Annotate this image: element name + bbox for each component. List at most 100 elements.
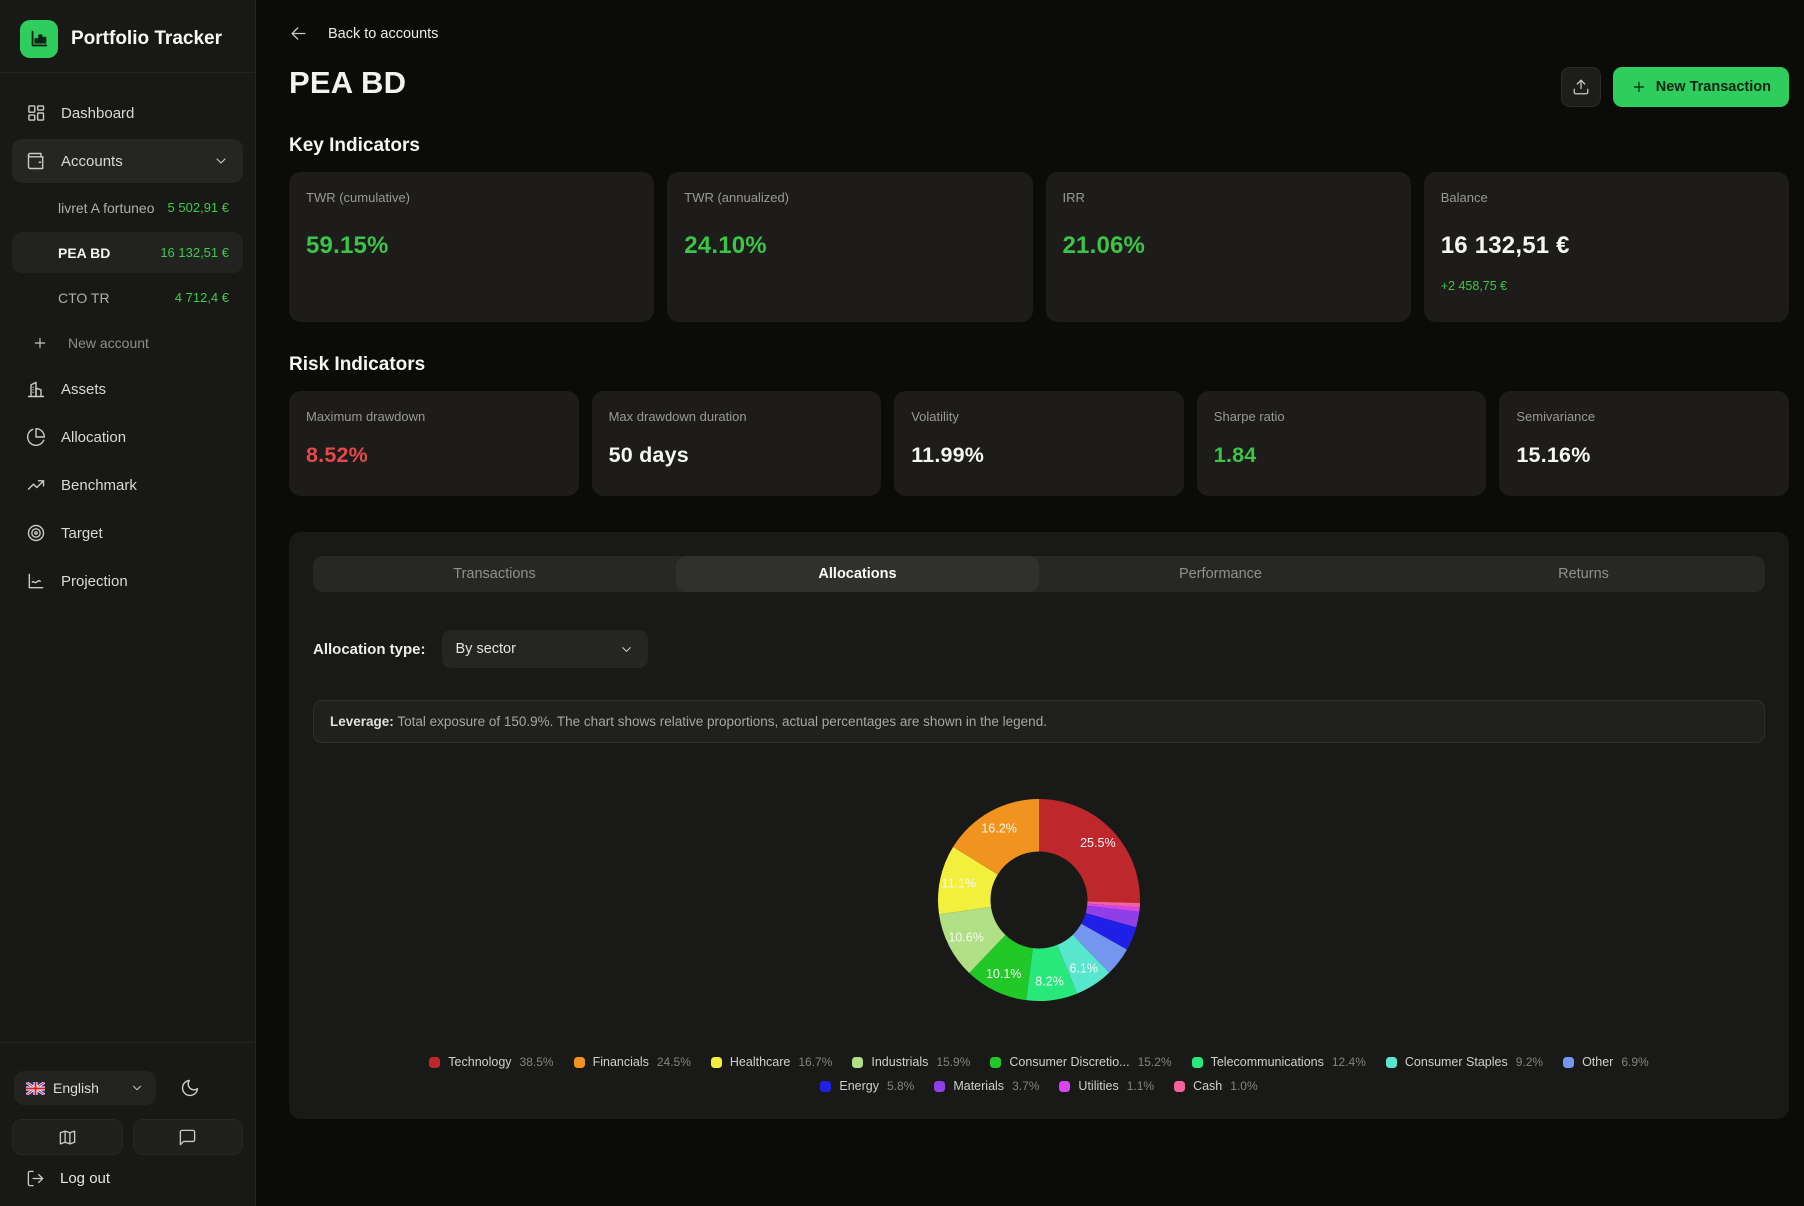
legend-item[interactable]: Technology 38.5% — [429, 1055, 554, 1069]
map-icon — [59, 1129, 76, 1145]
tab-allocations[interactable]: Allocations — [676, 556, 1039, 592]
legend-item[interactable]: Financials 24.5% — [573, 1055, 691, 1069]
app-title: Portfolio Tracker — [71, 28, 222, 49]
donut-slice[interactable] — [953, 799, 1039, 875]
legend-value: 9.2% — [1515, 1055, 1544, 1069]
donut-slice[interactable] — [1072, 923, 1127, 973]
feedback-button[interactable] — [132, 1119, 243, 1155]
legend-swatch-icon — [1059, 1080, 1071, 1092]
legend-item[interactable]: Other 6.9% — [1563, 1055, 1649, 1069]
account-balance: 4 712,4 € — [174, 290, 229, 305]
kpi-card-twr-cumulative: TWR (cumulative) 59.15% — [289, 172, 655, 322]
legend-value: 3.7% — [1012, 1079, 1040, 1093]
account-row-livret-a-fortuneo[interactable]: livret A fortuneo 5 502,91 € — [12, 187, 243, 228]
account-name: PEA BD — [58, 244, 111, 261]
kpi-label: TWR (cumulative) — [306, 190, 411, 205]
donut-slice[interactable] — [969, 935, 1033, 1001]
sidebar-item-projection[interactable]: Projection — [12, 559, 243, 603]
legend-name: Consumer Staples — [1404, 1055, 1508, 1069]
sidebar-item-label: Accounts — [61, 152, 123, 170]
legend-item[interactable]: Healthcare 16.7% — [710, 1055, 833, 1069]
allocation-type-value: By sector — [455, 641, 516, 657]
legend-item[interactable]: Consumer Discretio... 15.2% — [990, 1055, 1172, 1069]
donut-slice[interactable] — [1087, 903, 1140, 912]
divider — [0, 72, 255, 73]
main-content: Back to accounts PEA BD New Transaction … — [256, 0, 1804, 1206]
language-select[interactable]: English — [14, 1071, 156, 1105]
tab-performance[interactable]: Performance — [1178, 566, 1262, 582]
allocation-chart-area: 25.5% 6.1% 8.2% 10.1% 10.6% 11.1% 16.2% — [313, 787, 1765, 1013]
dashboard-icon — [28, 105, 45, 121]
line-chart-icon — [28, 573, 44, 589]
back-label: Back to accounts — [328, 25, 439, 42]
kpi-card-balance: Balance 16 132,51 € +2 458,75 € — [1423, 172, 1789, 322]
uk-flag-icon — [26, 1081, 45, 1095]
risk-label: Volatility — [911, 409, 959, 424]
risk-label: Sharpe ratio — [1213, 409, 1285, 424]
theme-toggle-button[interactable] — [170, 1071, 210, 1105]
legend-item[interactable]: Utilities 1.1% — [1059, 1079, 1154, 1093]
legend-swatch-icon — [934, 1080, 946, 1092]
legend-item[interactable]: Industrials 15.9% — [852, 1055, 970, 1069]
legend-name: Telecommunications — [1210, 1055, 1324, 1069]
leverage-note: Leverage: Total exposure of 150.9%. The … — [313, 700, 1765, 743]
donut-slice[interactable] — [1087, 901, 1140, 908]
legend-item[interactable]: Telecommunications 12.4% — [1191, 1055, 1366, 1069]
legend-value: 15.9% — [936, 1055, 971, 1069]
trending-up-icon — [27, 480, 45, 490]
legend-item[interactable]: Materials 3.7% — [934, 1079, 1039, 1093]
legend-swatch-icon — [573, 1056, 585, 1068]
new-account-button[interactable]: New account — [12, 322, 243, 363]
account-row-cto-tr[interactable]: CTO TR 4 712,4 € — [12, 277, 243, 318]
account-balance: 16 132,51 € — [160, 245, 229, 260]
app-logo-icon — [20, 20, 58, 58]
sidebar-item-assets[interactable]: Assets — [12, 367, 243, 411]
leverage-label: Leverage: — [330, 714, 394, 729]
donut-slice[interactable] — [1081, 913, 1137, 950]
logout-label: Log out — [60, 1170, 111, 1187]
donut-slice[interactable] — [1039, 799, 1140, 904]
donut-slice[interactable] — [939, 906, 1006, 974]
new-transaction-button[interactable]: New Transaction — [1612, 67, 1789, 107]
risk-label: Semivariance — [1516, 409, 1596, 424]
sidebar-item-allocation[interactable]: Allocation — [12, 415, 243, 459]
leverage-text: Total exposure of 150.9%. The chart show… — [397, 714, 1047, 729]
donut-slice[interactable] — [1026, 944, 1078, 1001]
account-name: CTO TR — [58, 289, 110, 306]
map-button[interactable] — [12, 1119, 123, 1155]
legend-item[interactable]: Cash 1.0% — [1174, 1079, 1258, 1093]
sidebar-item-dashboard[interactable]: Dashboard — [12, 91, 243, 135]
donut-slice[interactable] — [938, 846, 998, 915]
donut-slice[interactable] — [1085, 905, 1140, 928]
sidebar-item-label: Allocation — [61, 428, 127, 446]
new-account-label: New account — [68, 334, 149, 351]
logout-button[interactable]: Log out — [12, 1155, 243, 1192]
risk-value: 8.52% — [306, 443, 368, 467]
allocation-donut-chart[interactable]: 25.5% 6.1% 8.2% 10.1% 10.6% 11.1% 16.2% — [926, 787, 1152, 1013]
donut-slice-label: 25.5% — [1080, 836, 1115, 850]
legend-item[interactable]: Energy 5.8% — [820, 1079, 914, 1093]
new-transaction-label: New Transaction — [1655, 79, 1771, 95]
sidebar-item-label: Assets — [61, 380, 107, 398]
export-button[interactable] — [1560, 67, 1601, 107]
tab-returns[interactable]: Returns — [1558, 566, 1609, 582]
legend-item[interactable]: Consumer Staples 9.2% — [1385, 1055, 1544, 1069]
sidebar-item-target[interactable]: Target — [12, 511, 243, 555]
account-row-pea-bd[interactable]: PEA BD 16 132,51 € — [12, 232, 243, 273]
target-icon — [27, 524, 45, 542]
sidebar-item-label: Target — [61, 524, 103, 542]
donut-slice-label: 10.1% — [986, 967, 1021, 981]
sidebar-item-accounts[interactable]: Accounts — [12, 139, 243, 183]
sidebar-item-benchmark[interactable]: Benchmark — [12, 463, 243, 507]
donut-slice[interactable] — [1057, 934, 1110, 994]
risk-card-drawdown-duration: Max drawdown duration 50 days — [591, 391, 882, 496]
legend-swatch-icon — [852, 1056, 864, 1068]
legend-swatch-icon — [429, 1056, 441, 1068]
tab-transactions[interactable]: Transactions — [453, 566, 536, 582]
key-indicators-title: Key Indicators — [289, 135, 420, 156]
page-title: PEA BD — [289, 65, 407, 100]
back-to-accounts-link[interactable]: Back to accounts — [289, 24, 438, 43]
allocation-type-select[interactable]: By sector — [441, 630, 648, 668]
legend-value: 16.7% — [798, 1055, 833, 1069]
legend-value: 24.5% — [656, 1055, 691, 1069]
